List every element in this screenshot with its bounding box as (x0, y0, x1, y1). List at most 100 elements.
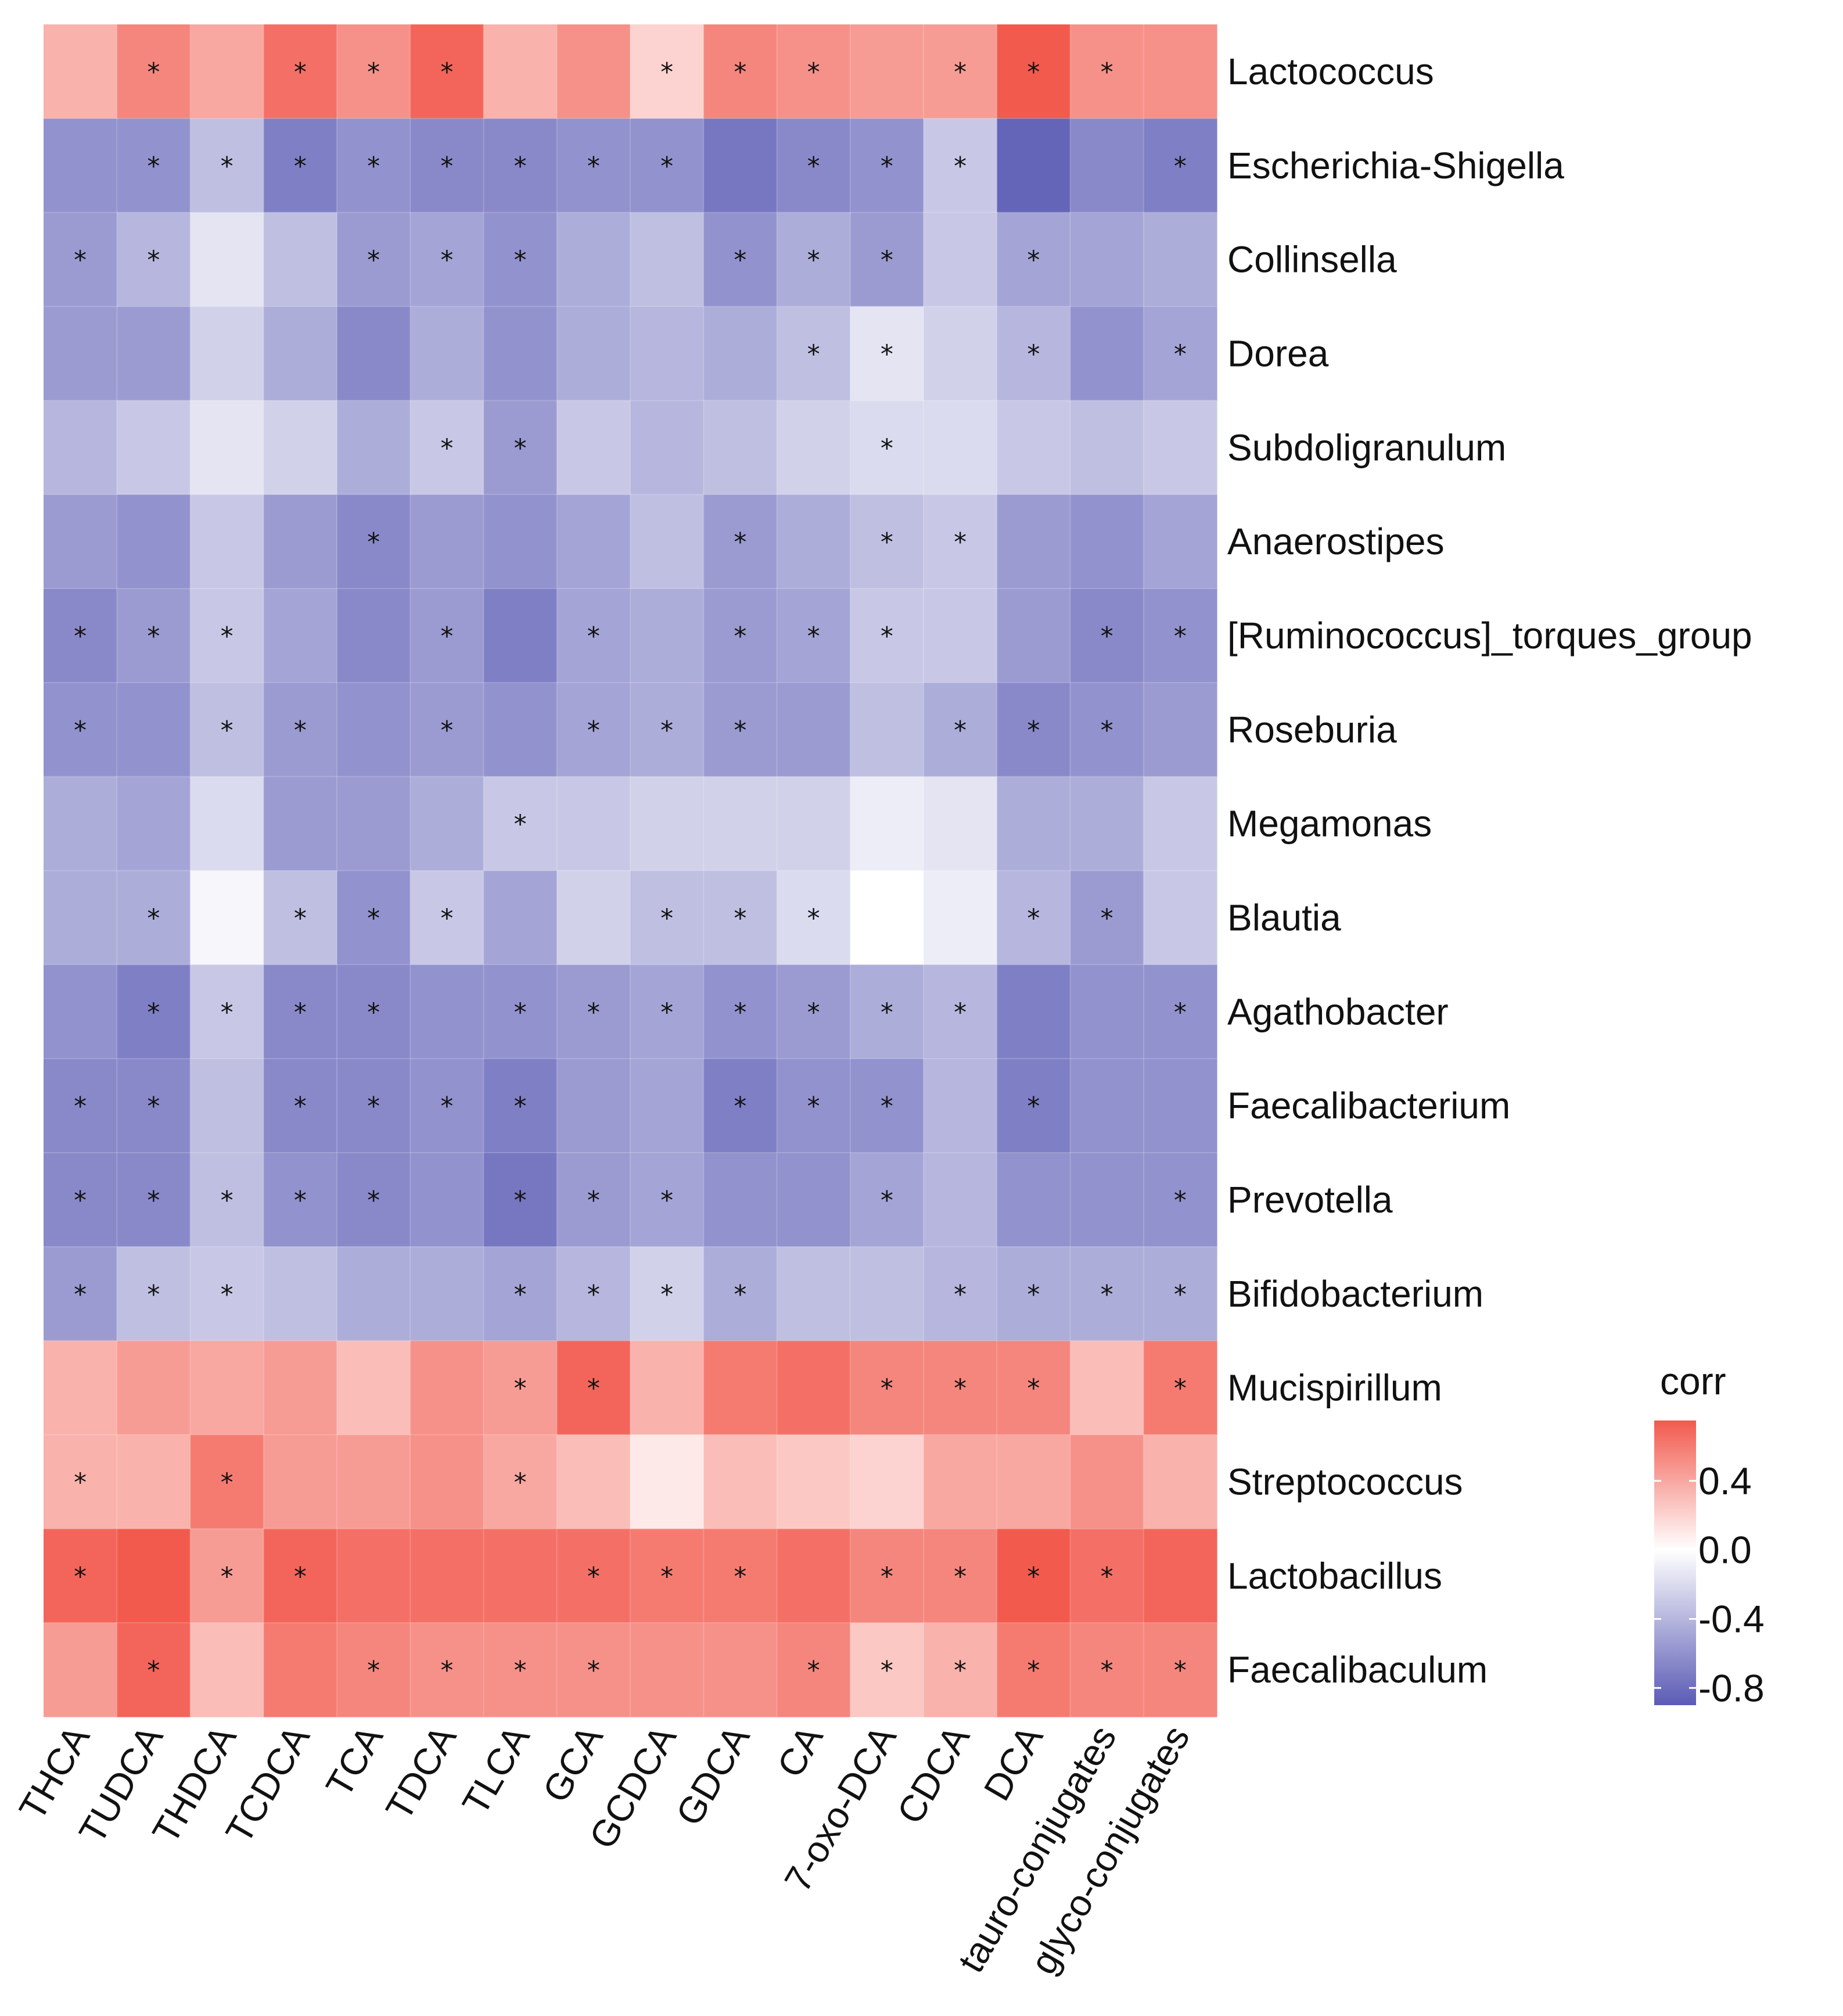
significance-star: * (1027, 1280, 1040, 1310)
significance-star: * (1174, 1374, 1187, 1404)
heatmap-cell (117, 589, 191, 683)
heatmap-cell (1070, 776, 1144, 871)
heatmap-cell (850, 682, 924, 777)
heatmap-cell (410, 1434, 484, 1529)
significance-star: * (74, 1468, 87, 1497)
significance-star: * (660, 58, 673, 87)
significance-star: * (660, 152, 673, 181)
row-label: Streptococcus (1227, 1461, 1463, 1502)
significance-star: * (954, 716, 967, 745)
significance-star: * (1027, 1374, 1040, 1404)
significance-star: * (807, 152, 820, 181)
row-label: Subdoligranulum (1227, 426, 1506, 468)
heatmap-cell (1070, 1340, 1144, 1436)
heatmap-cell (777, 776, 851, 871)
significance-star: * (147, 1280, 160, 1310)
column-label: TCA (318, 1719, 391, 1804)
heatmap-cell (703, 24, 778, 119)
significance-star: * (734, 903, 746, 933)
heatmap-cell (410, 964, 484, 1059)
heatmap-cell (483, 1434, 558, 1529)
significance-star: * (514, 1092, 527, 1121)
heatmap-cell (44, 1623, 117, 1717)
heatmap-cell (556, 24, 631, 119)
heatmap-cell (1143, 212, 1217, 307)
heatmap-cell (190, 494, 264, 589)
heatmap-cell (1070, 1434, 1144, 1529)
row-label: Roseburia (1227, 709, 1397, 751)
heatmap-cell (703, 1623, 778, 1717)
heatmap-cell (777, 1059, 851, 1153)
significance-star: * (367, 1656, 380, 1685)
heatmap-cell (630, 1340, 704, 1436)
significance-star: * (881, 433, 893, 463)
significance-star: * (1027, 716, 1040, 745)
significance-star: * (147, 1656, 160, 1685)
significance-star: * (514, 1186, 527, 1215)
heatmap-cell (117, 964, 191, 1059)
heatmap-cell (1143, 494, 1217, 589)
heatmap-cell (630, 494, 704, 589)
heatmap-cell (263, 24, 337, 119)
heatmap-cell (337, 118, 411, 213)
heatmap-cell (630, 306, 704, 401)
heatmap-cell (410, 589, 484, 683)
heatmap-cell (556, 1059, 631, 1153)
heatmap-cell (483, 776, 558, 871)
heatmap-cell (850, 494, 924, 589)
heatmap-cell (263, 306, 337, 401)
significance-star: * (147, 58, 160, 87)
significance-star: * (1027, 1562, 1040, 1591)
heatmap-cell (703, 1340, 778, 1436)
heatmap-cell (630, 212, 704, 307)
heatmap-cell (630, 870, 704, 965)
heatmap-cell (337, 1623, 411, 1717)
heatmap-cell (1070, 870, 1144, 965)
heatmap-cell (556, 870, 631, 965)
significance-star: * (514, 1468, 527, 1497)
significance-star: * (660, 998, 673, 1027)
heatmap-cell (997, 1623, 1071, 1717)
significance-star: * (881, 528, 893, 557)
significance-star: * (807, 998, 820, 1027)
heatmap-cell (777, 682, 851, 777)
heatmap-cell (117, 1434, 191, 1529)
heatmap-cell (630, 1623, 704, 1717)
heatmap-cell (777, 589, 851, 683)
heatmap-cell (924, 1434, 997, 1529)
significance-star: * (587, 1374, 600, 1404)
significance-star: * (1174, 1186, 1187, 1215)
legend-tick-label: -0.8 (1698, 1666, 1765, 1709)
heatmap-cell (850, 964, 924, 1059)
significance-star: * (587, 622, 600, 651)
significance-star: * (74, 622, 87, 651)
heatmap-cell (1143, 1246, 1217, 1341)
significance-star: * (954, 1374, 967, 1404)
significance-star: * (294, 58, 307, 87)
heatmap-cell (1070, 1529, 1144, 1623)
significance-star: * (807, 246, 820, 275)
heatmap-cell (263, 494, 337, 589)
heatmap-cell (924, 24, 997, 119)
significance-star: * (440, 903, 453, 933)
heatmap-cell (703, 1246, 778, 1341)
heatmap-cell (337, 212, 411, 307)
significance-star: * (1027, 58, 1040, 87)
column-label: GDCA (668, 1719, 758, 1832)
heatmap-cell (117, 1623, 191, 1717)
heatmap-cell (556, 589, 631, 683)
heatmap-cell (997, 400, 1071, 495)
heatmap-cell (337, 776, 411, 871)
heatmap-cell (263, 1434, 337, 1529)
heatmap-cell (703, 1153, 778, 1247)
heatmap-cell (190, 870, 264, 965)
significance-star: * (881, 1092, 893, 1121)
row-label: Lactobacillus (1227, 1555, 1442, 1597)
heatmap-cell (997, 494, 1071, 589)
significance-star: * (1174, 339, 1187, 369)
heatmap-cell (117, 1153, 191, 1247)
heatmap-cell (190, 1153, 264, 1247)
significance-star: * (734, 622, 746, 651)
significance-star: * (587, 998, 600, 1027)
significance-star: * (1027, 1092, 1040, 1121)
